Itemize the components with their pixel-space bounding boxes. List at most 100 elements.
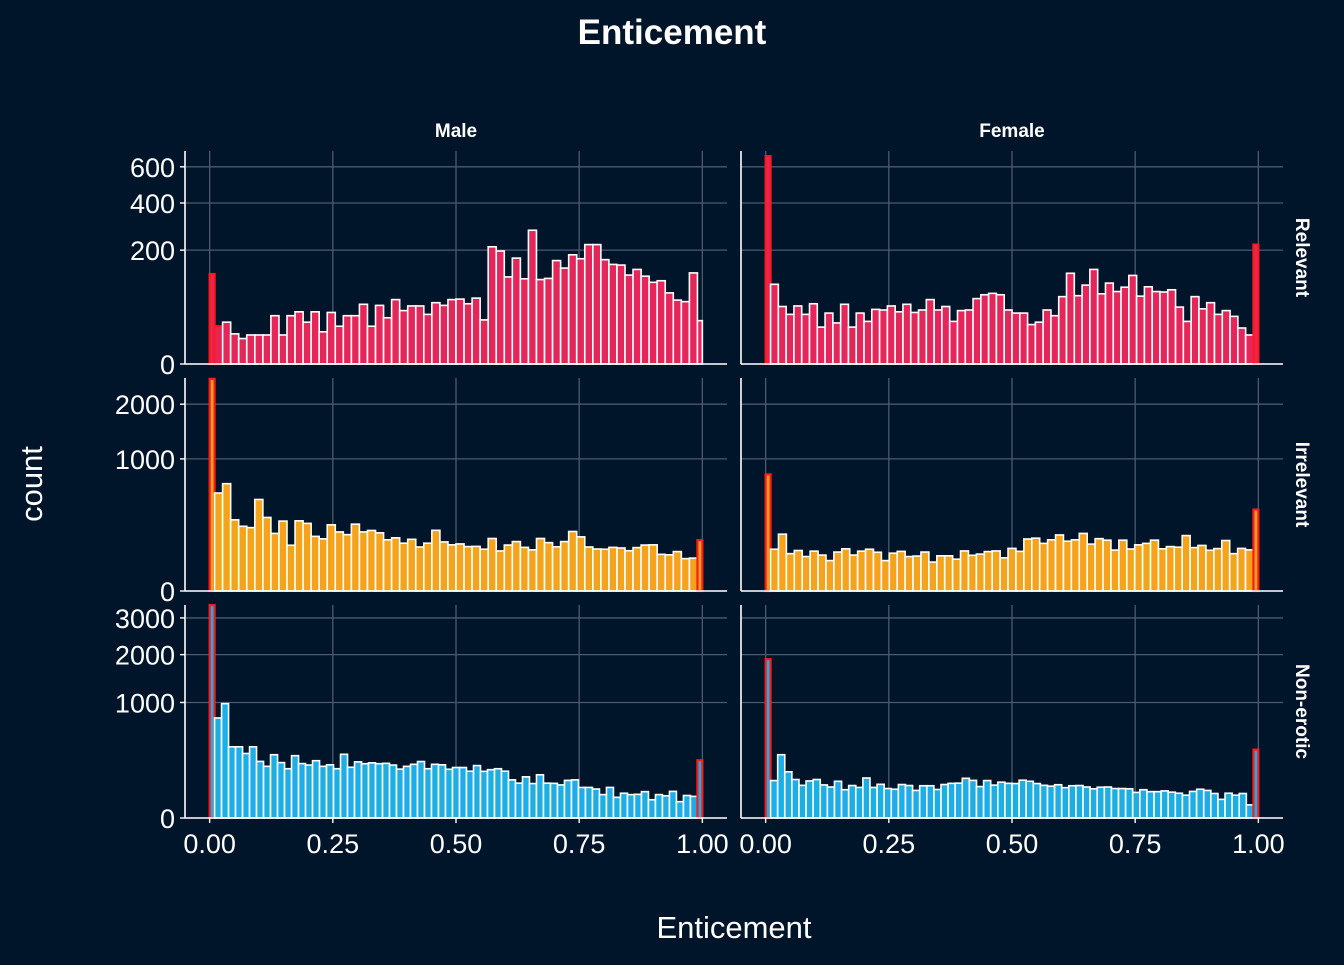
bar-32 <box>463 545 473 592</box>
bar-59 <box>1221 309 1231 365</box>
bar-37 <box>503 544 514 592</box>
bar-49 <box>549 782 559 819</box>
bar-52 <box>570 779 580 819</box>
bar-69 <box>1252 748 1260 820</box>
bar-43 <box>507 779 517 819</box>
panel-female-relevant <box>740 151 1283 366</box>
bar-14 <box>318 538 329 592</box>
bar-30 <box>447 298 457 365</box>
bar-70 <box>696 759 704 820</box>
bar-60 <box>1188 790 1198 819</box>
y-tick-label-0: 0 <box>160 350 175 380</box>
bar-60 <box>688 557 699 592</box>
bar-57 <box>1205 301 1216 365</box>
bar-11 <box>840 788 850 819</box>
bar-61 <box>1195 788 1205 819</box>
bar-34 <box>479 319 489 365</box>
y-tick-label-0: 0 <box>160 804 175 834</box>
bar-18 <box>350 314 361 365</box>
bar-4 <box>234 745 244 819</box>
bar-17 <box>342 314 353 365</box>
bar-43 <box>551 259 562 365</box>
bar-59 <box>680 557 691 592</box>
bar-47 <box>1128 274 1138 365</box>
bar-53 <box>632 268 642 365</box>
bar-39 <box>1065 272 1076 365</box>
bar-44 <box>514 782 524 819</box>
bar-17 <box>325 764 335 819</box>
bar-16 <box>888 552 899 592</box>
bar-33 <box>437 764 447 819</box>
bar-53 <box>577 786 587 819</box>
bar-22 <box>935 555 946 592</box>
bar-8 <box>270 532 280 592</box>
bar-49 <box>600 548 610 592</box>
x-tick-label-4: 1.00 <box>676 829 729 859</box>
bar-33 <box>471 297 481 365</box>
panel-female-non-erotic: 0.00 0.25 0.50 0.75 1.00 <box>739 605 1285 859</box>
bar-10 <box>286 314 296 365</box>
bar-54 <box>1189 546 1199 592</box>
bar-37 <box>1054 534 1065 592</box>
strip-label-male: Male <box>435 121 477 142</box>
bar-36 <box>1018 779 1028 819</box>
bar-51 <box>1165 545 1176 592</box>
bar-54 <box>1182 320 1192 365</box>
bar-41 <box>535 278 546 365</box>
bar-8 <box>819 784 829 819</box>
y-tick-label-1: 1000 <box>115 445 175 475</box>
bar-35 <box>1034 321 1044 365</box>
bar-47 <box>1133 544 1144 592</box>
bar-12 <box>302 321 312 365</box>
bar-4 <box>793 305 803 365</box>
bar-62 <box>1244 334 1255 365</box>
bar-48 <box>592 243 602 365</box>
x-tick-label-0: 0.00 <box>183 829 236 859</box>
bar-9 <box>832 322 842 365</box>
bar-18 <box>902 303 912 365</box>
bar-38 <box>1032 782 1042 819</box>
bar-47 <box>535 773 545 819</box>
strip-label-female: Female <box>979 121 1044 142</box>
bar-21 <box>911 789 921 819</box>
bar-60 <box>688 272 699 365</box>
bar-50 <box>556 784 566 819</box>
bar-25 <box>956 309 967 365</box>
bar-51 <box>616 547 626 592</box>
bar-41 <box>493 767 503 819</box>
bar-5 <box>801 555 811 592</box>
bar-5 <box>245 526 256 592</box>
bar-51 <box>1159 291 1169 365</box>
x-tick-label-0: 0.00 <box>739 829 792 859</box>
y-tick-label-0: 0 <box>160 577 175 607</box>
bar-35 <box>1011 782 1020 819</box>
bar-18 <box>904 555 914 592</box>
bar-43 <box>551 545 562 592</box>
bar-13 <box>297 762 307 819</box>
bar-51 <box>563 779 573 819</box>
bar-7 <box>816 326 826 365</box>
bar-55 <box>648 281 658 365</box>
bar-2 <box>220 702 230 819</box>
bar-38 <box>472 764 482 819</box>
bar-62 <box>1202 789 1212 819</box>
bar-20 <box>366 529 377 592</box>
bar-52 <box>1131 791 1141 819</box>
bar-48 <box>592 548 602 592</box>
bar-28 <box>983 550 994 592</box>
bar-38 <box>511 540 522 592</box>
bar-3 <box>785 552 796 592</box>
bar-63 <box>647 798 657 819</box>
bar-52 <box>624 274 634 365</box>
bar-42 <box>500 770 510 819</box>
bar-33 <box>1018 312 1029 365</box>
bar-26 <box>414 305 425 365</box>
bar-21 <box>928 561 938 592</box>
bar-18 <box>332 767 342 819</box>
bar-9 <box>826 786 836 819</box>
bar-65 <box>661 794 671 819</box>
strip-label-irrelevant: Irrelevant <box>1291 442 1312 528</box>
bar-21 <box>925 298 935 365</box>
bar-50 <box>608 546 618 592</box>
bar-28 <box>961 777 971 819</box>
